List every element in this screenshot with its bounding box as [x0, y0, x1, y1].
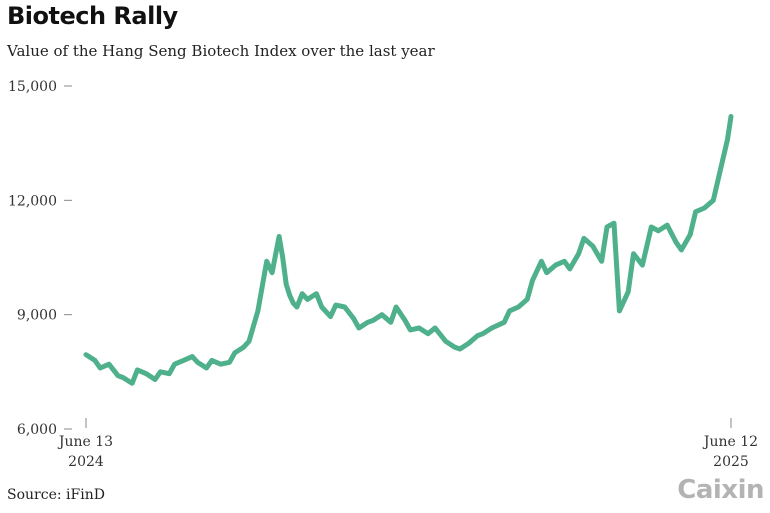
- chart-title: Biotech Rally: [7, 2, 178, 30]
- y-axis: 6,000 9,000 12,000 15,000: [8, 79, 72, 438]
- source-note: Source: iFinD: [7, 487, 105, 503]
- y-tick-label: 6,000: [17, 422, 57, 438]
- x-tick-label-year: 2024: [68, 454, 104, 470]
- chart-subtitle: Value of the Hang Seng Biotech Index ove…: [7, 42, 435, 60]
- y-tick-label: 9,000: [17, 308, 57, 324]
- y-tick-label: 15,000: [8, 79, 57, 95]
- x-tick-label-date: June 13: [57, 434, 113, 450]
- y-tick-label: 12,000: [8, 193, 57, 209]
- caixin-logo: Caixin: [677, 475, 764, 505]
- x-tick-label-year: 2025: [713, 454, 749, 470]
- x-tick-label-date: June 12: [702, 434, 758, 450]
- x-axis: June 13 2024 June 12 2025: [57, 418, 758, 470]
- series-line-hang-seng-biotech: [83, 114, 734, 386]
